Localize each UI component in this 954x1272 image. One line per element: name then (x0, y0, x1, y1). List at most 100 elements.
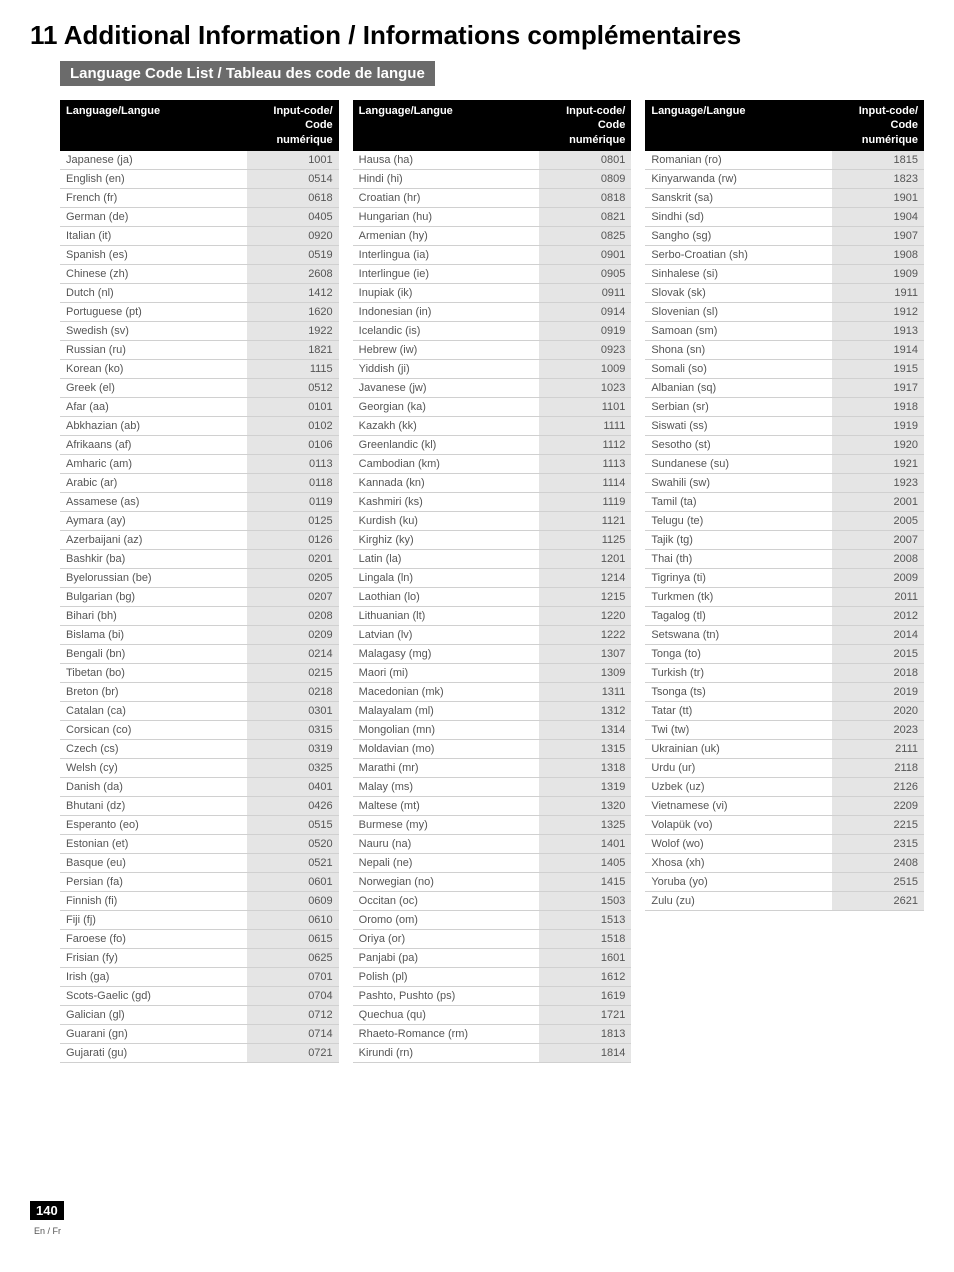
table-row: Sinhalese (si)1909 (645, 264, 924, 283)
language-cell: Greek (el) (60, 378, 247, 397)
table-row: English (en)0514 (60, 169, 339, 188)
language-cell: Georgian (ka) (353, 397, 540, 416)
table-row: Nepali (ne)1405 (353, 853, 632, 872)
table-row: Samoan (sm)1913 (645, 321, 924, 340)
code-cell: 0712 (247, 1005, 339, 1024)
language-cell: Lithuanian (lt) (353, 606, 540, 625)
table-row: Faroese (fo)0615 (60, 929, 339, 948)
table-row: Scots-Gaelic (gd)0704 (60, 986, 339, 1005)
table-row: Oriya (or)1518 (353, 929, 632, 948)
code-cell: 1222 (539, 625, 631, 644)
table-row: Yoruba (yo)2515 (645, 872, 924, 891)
code-cell: 0215 (247, 663, 339, 682)
table-row: Nauru (na)1401 (353, 834, 632, 853)
table-row: Malayalam (ml)1312 (353, 701, 632, 720)
language-cell: Arabic (ar) (60, 473, 247, 492)
code-cell: 2005 (832, 511, 924, 530)
table-row: Kinyarwanda (rw)1823 (645, 169, 924, 188)
table-row: Arabic (ar)0118 (60, 473, 339, 492)
language-cell: Quechua (qu) (353, 1005, 540, 1024)
table-row: Hindi (hi)0809 (353, 169, 632, 188)
language-cell: Uzbek (uz) (645, 777, 832, 796)
table-row: Japanese (ja)1001 (60, 151, 339, 170)
table-row: Zulu (zu)2621 (645, 891, 924, 910)
table-row: Catalan (ca)0301 (60, 701, 339, 720)
table-row: Kashmiri (ks)1119 (353, 492, 632, 511)
code-cell: 0214 (247, 644, 339, 663)
language-cell: Corsican (co) (60, 720, 247, 739)
language-cell: Tajik (tg) (645, 530, 832, 549)
code-cell: 1914 (832, 340, 924, 359)
code-cell: 0218 (247, 682, 339, 701)
language-cell: Yiddish (ji) (353, 359, 540, 378)
code-cell: 1904 (832, 207, 924, 226)
code-cell: 1721 (539, 1005, 631, 1024)
language-cell: Irish (ga) (60, 967, 247, 986)
language-cell: Tonga (to) (645, 644, 832, 663)
language-cell: Serbian (sr) (645, 397, 832, 416)
table-row: Kirghiz (ky)1125 (353, 530, 632, 549)
code-cell: 1412 (247, 283, 339, 302)
table-row: Croatian (hr)0818 (353, 188, 632, 207)
code-cell: 1401 (539, 834, 631, 853)
code-cell: 0401 (247, 777, 339, 796)
language-cell: Icelandic (is) (353, 321, 540, 340)
header-language: Language/Langue (60, 100, 247, 151)
table-row: Frisian (fy)0625 (60, 948, 339, 967)
table-row: Norwegian (no)1415 (353, 872, 632, 891)
language-cell: Polish (pl) (353, 967, 540, 986)
language-cell: Tibetan (bo) (60, 663, 247, 682)
code-cell: 1113 (539, 454, 631, 473)
table-row: Uzbek (uz)2126 (645, 777, 924, 796)
code-cell: 0923 (539, 340, 631, 359)
table-row: Malay (ms)1319 (353, 777, 632, 796)
table-row: Burmese (my)1325 (353, 815, 632, 834)
table-row: Spanish (es)0519 (60, 245, 339, 264)
language-cell: Thai (th) (645, 549, 832, 568)
language-cell: Kazakh (kk) (353, 416, 540, 435)
code-cell: 1319 (539, 777, 631, 796)
language-cell: Serbo-Croatian (sh) (645, 245, 832, 264)
code-cell: 1912 (832, 302, 924, 321)
code-cell: 1901 (832, 188, 924, 207)
code-cell: 2008 (832, 549, 924, 568)
code-cell: 2209 (832, 796, 924, 815)
table-row: Byelorussian (be)0205 (60, 568, 339, 587)
language-cell: Occitan (oc) (353, 891, 540, 910)
code-cell: 2009 (832, 568, 924, 587)
code-cell: 0901 (539, 245, 631, 264)
table-row: Rhaeto-Romance (rm)1813 (353, 1024, 632, 1043)
code-cell: 1405 (539, 853, 631, 872)
language-cell: Kurdish (ku) (353, 511, 540, 530)
code-cell: 1023 (539, 378, 631, 397)
code-cell: 0609 (247, 891, 339, 910)
table-row: Polish (pl)1612 (353, 967, 632, 986)
code-cell: 0919 (539, 321, 631, 340)
language-cell: Malagasy (mg) (353, 644, 540, 663)
header-code: Input-code/Code numérique (247, 100, 339, 151)
code-cell: 1907 (832, 226, 924, 245)
table-row: Tibetan (bo)0215 (60, 663, 339, 682)
table-row: Aymara (ay)0125 (60, 511, 339, 530)
table-row: Kirundi (rn)1814 (353, 1043, 632, 1062)
code-cell: 2126 (832, 777, 924, 796)
code-cell: 1917 (832, 378, 924, 397)
table-row: Kazakh (kk)1111 (353, 416, 632, 435)
table-row: Greenlandic (kl)1112 (353, 435, 632, 454)
language-cell: Macedonian (mk) (353, 682, 540, 701)
code-cell: 1314 (539, 720, 631, 739)
language-cell: Kirghiz (ky) (353, 530, 540, 549)
table-row: French (fr)0618 (60, 188, 339, 207)
code-cell: 2621 (832, 891, 924, 910)
table-row: Armenian (hy)0825 (353, 226, 632, 245)
table-row: Danish (da)0401 (60, 777, 339, 796)
code-cell: 0601 (247, 872, 339, 891)
language-cell: Czech (cs) (60, 739, 247, 758)
code-cell: 1114 (539, 473, 631, 492)
code-cell: 1311 (539, 682, 631, 701)
code-cell: 1309 (539, 663, 631, 682)
code-cell: 1115 (247, 359, 339, 378)
table-row: Korean (ko)1115 (60, 359, 339, 378)
language-cell: Frisian (fy) (60, 948, 247, 967)
table-row: Bashkir (ba)0201 (60, 549, 339, 568)
